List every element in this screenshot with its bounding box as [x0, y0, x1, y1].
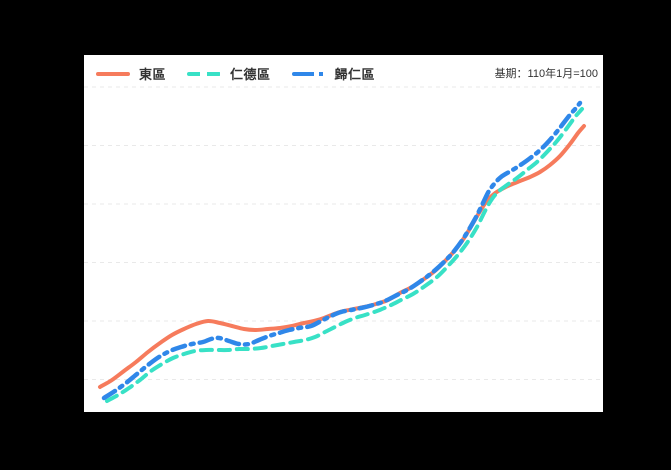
- chart-legend: 東區 仁德區 歸仁區: [96, 64, 375, 84]
- base-period-note: 基期：110年1月=100: [494, 68, 598, 80]
- chart-panel: 東區 仁德區 歸仁區 基期：110年1月=100: [84, 55, 603, 412]
- price-index-line-chart: [84, 86, 603, 403]
- rende-district-label: 仁德區: [230, 66, 271, 82]
- rende-district-line-swatch: [187, 72, 222, 76]
- guiren-district-line-swatch: [291, 72, 326, 76]
- legend-item-east-district[interactable]: 東區: [96, 68, 166, 81]
- legend-item-guiren-district[interactable]: 歸仁區: [291, 66, 376, 82]
- series-line-歸仁區: [101, 100, 583, 401]
- series-line-仁德區: [105, 107, 584, 403]
- legend-item-rende-district[interactable]: 仁德區: [187, 68, 271, 81]
- east-district-label: 東區: [139, 66, 167, 82]
- east-district-line-swatch: [96, 72, 130, 76]
- guiren-district-label: 歸仁區: [334, 66, 376, 82]
